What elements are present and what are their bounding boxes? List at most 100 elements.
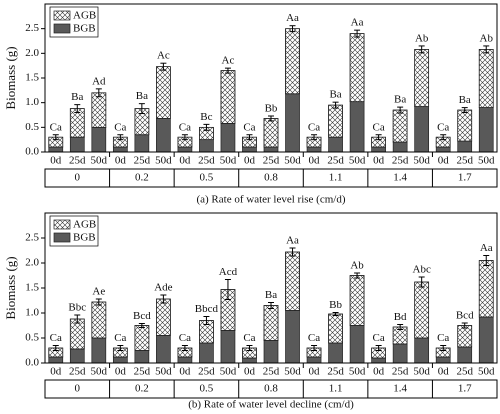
x-tick-label: 50d (413, 155, 430, 167)
agb-hatch (478, 260, 494, 318)
legend-label: AGB (73, 219, 96, 231)
bgb-bar (199, 139, 214, 153)
significance-label: Bb (265, 103, 278, 115)
x-tick-label: 50d (413, 366, 430, 378)
y-tick-label: 2.0 (25, 257, 39, 269)
group-row (44, 379, 498, 399)
x-tick-label: 0d (244, 155, 256, 167)
bgb-bar (285, 310, 300, 364)
x-tick-label: 25d (69, 366, 86, 378)
significance-label: Bcd (133, 310, 151, 322)
significance-label: Ca (243, 332, 255, 344)
bgb-bar (263, 340, 279, 364)
y-axis-label: Biomass (g) (3, 46, 18, 109)
agb-hatch (328, 313, 343, 344)
agb-hatch (392, 109, 408, 143)
group-row (44, 168, 498, 188)
group-label: 1.7 (458, 383, 472, 395)
agb-hatch (263, 305, 279, 341)
agb-hatch (91, 301, 107, 339)
bgb-bar (328, 342, 343, 364)
significance-label: Ca (308, 332, 320, 344)
group-label: 0.2 (135, 172, 149, 184)
bgb-bar (414, 106, 430, 153)
agb-hatch (156, 298, 171, 336)
y-tick-label: 2.5 (25, 232, 39, 244)
x-tick-label: 25d (392, 366, 409, 378)
bgb-bar (478, 107, 494, 153)
x-tick-label: 0d (309, 366, 321, 378)
y-tick-label: 0.5 (25, 332, 39, 344)
x-tick-label: 50d (349, 366, 366, 378)
group-label: 1.1 (329, 383, 343, 395)
significance-label: Ca (437, 332, 449, 344)
significance-label: Ba (71, 91, 83, 103)
y-tick-label: 1.5 (25, 282, 39, 294)
significance-label: Ca (373, 121, 385, 133)
significance-label: Ca (308, 121, 320, 133)
bgb-bar (349, 325, 365, 364)
bgb-bar (306, 146, 322, 153)
x-tick-label: 0d (438, 366, 450, 378)
significance-label: Ba (459, 94, 471, 106)
agb-hatch (414, 49, 430, 107)
significance-label: Ab (350, 260, 364, 272)
x-tick-label: 25d (263, 155, 280, 167)
legend-swatch (53, 219, 71, 230)
x-tick-label: 25d (456, 366, 473, 378)
significance-label: Ca (114, 121, 126, 133)
significance-label: Ca (179, 332, 191, 344)
x-tick-label: 25d (134, 366, 151, 378)
x-tick-label: 25d (198, 366, 215, 378)
bgb-bar (134, 350, 150, 364)
bgb-bar (177, 356, 193, 364)
significance-label: Ab (480, 32, 494, 44)
panel-caption: (a) Rate of water level rise (cm/d) (196, 194, 345, 206)
bgb-bar (435, 146, 451, 153)
significance-label: Ca (373, 332, 385, 344)
group-label: 0.8 (264, 172, 278, 184)
y-axis-label: Biomass (g) (3, 256, 18, 319)
y-tick-label: 1.0 (25, 307, 39, 319)
significance-label: Ac (157, 50, 170, 62)
bgb-bar (478, 316, 494, 364)
significance-label: Ca (50, 121, 62, 133)
significance-label: Ca (114, 332, 126, 344)
bgb-bar (371, 357, 386, 364)
x-tick-label: 50d (220, 366, 237, 378)
x-tick-label: 50d (478, 155, 495, 167)
y-tick-label: 1.5 (25, 72, 39, 84)
group-label: 0 (75, 172, 81, 184)
agb-hatch (328, 104, 343, 138)
bgb-bar (242, 146, 257, 153)
y-tick-label: 0.0 (25, 357, 39, 369)
bgb-bar (199, 342, 214, 364)
bgb-bar (392, 141, 408, 153)
significance-label: Ca (243, 121, 255, 133)
agb-hatch (457, 325, 473, 348)
group-label: 0.2 (135, 383, 149, 395)
agb-hatch (134, 325, 150, 351)
significance-label: Ad (92, 75, 106, 87)
x-tick-label: 0d (50, 155, 62, 167)
y-tick-label: 1.0 (25, 96, 39, 108)
group-label: 0.5 (200, 172, 214, 184)
bgb-bar (306, 356, 322, 364)
panel-caption: (b) Rate of water level decline (cm/d) (188, 399, 354, 411)
bgb-bar (220, 330, 236, 364)
significance-label: Aa (286, 235, 299, 247)
significance-label: Bbcd (195, 303, 219, 315)
x-tick-label: 50d (91, 366, 108, 378)
bgb-bar (156, 118, 171, 153)
x-tick-label: 25d (263, 366, 280, 378)
significance-label: Ca (50, 332, 62, 344)
bgb-bar (349, 101, 365, 153)
x-tick-label: 0d (115, 366, 127, 378)
y-tick-label: 2.0 (25, 47, 39, 59)
significance-label: Bbc (68, 302, 86, 314)
x-tick-label: 0d (309, 155, 321, 167)
significance-label: Aa (351, 17, 364, 29)
agb-hatch (91, 92, 107, 128)
x-tick-label: 50d (349, 155, 366, 167)
